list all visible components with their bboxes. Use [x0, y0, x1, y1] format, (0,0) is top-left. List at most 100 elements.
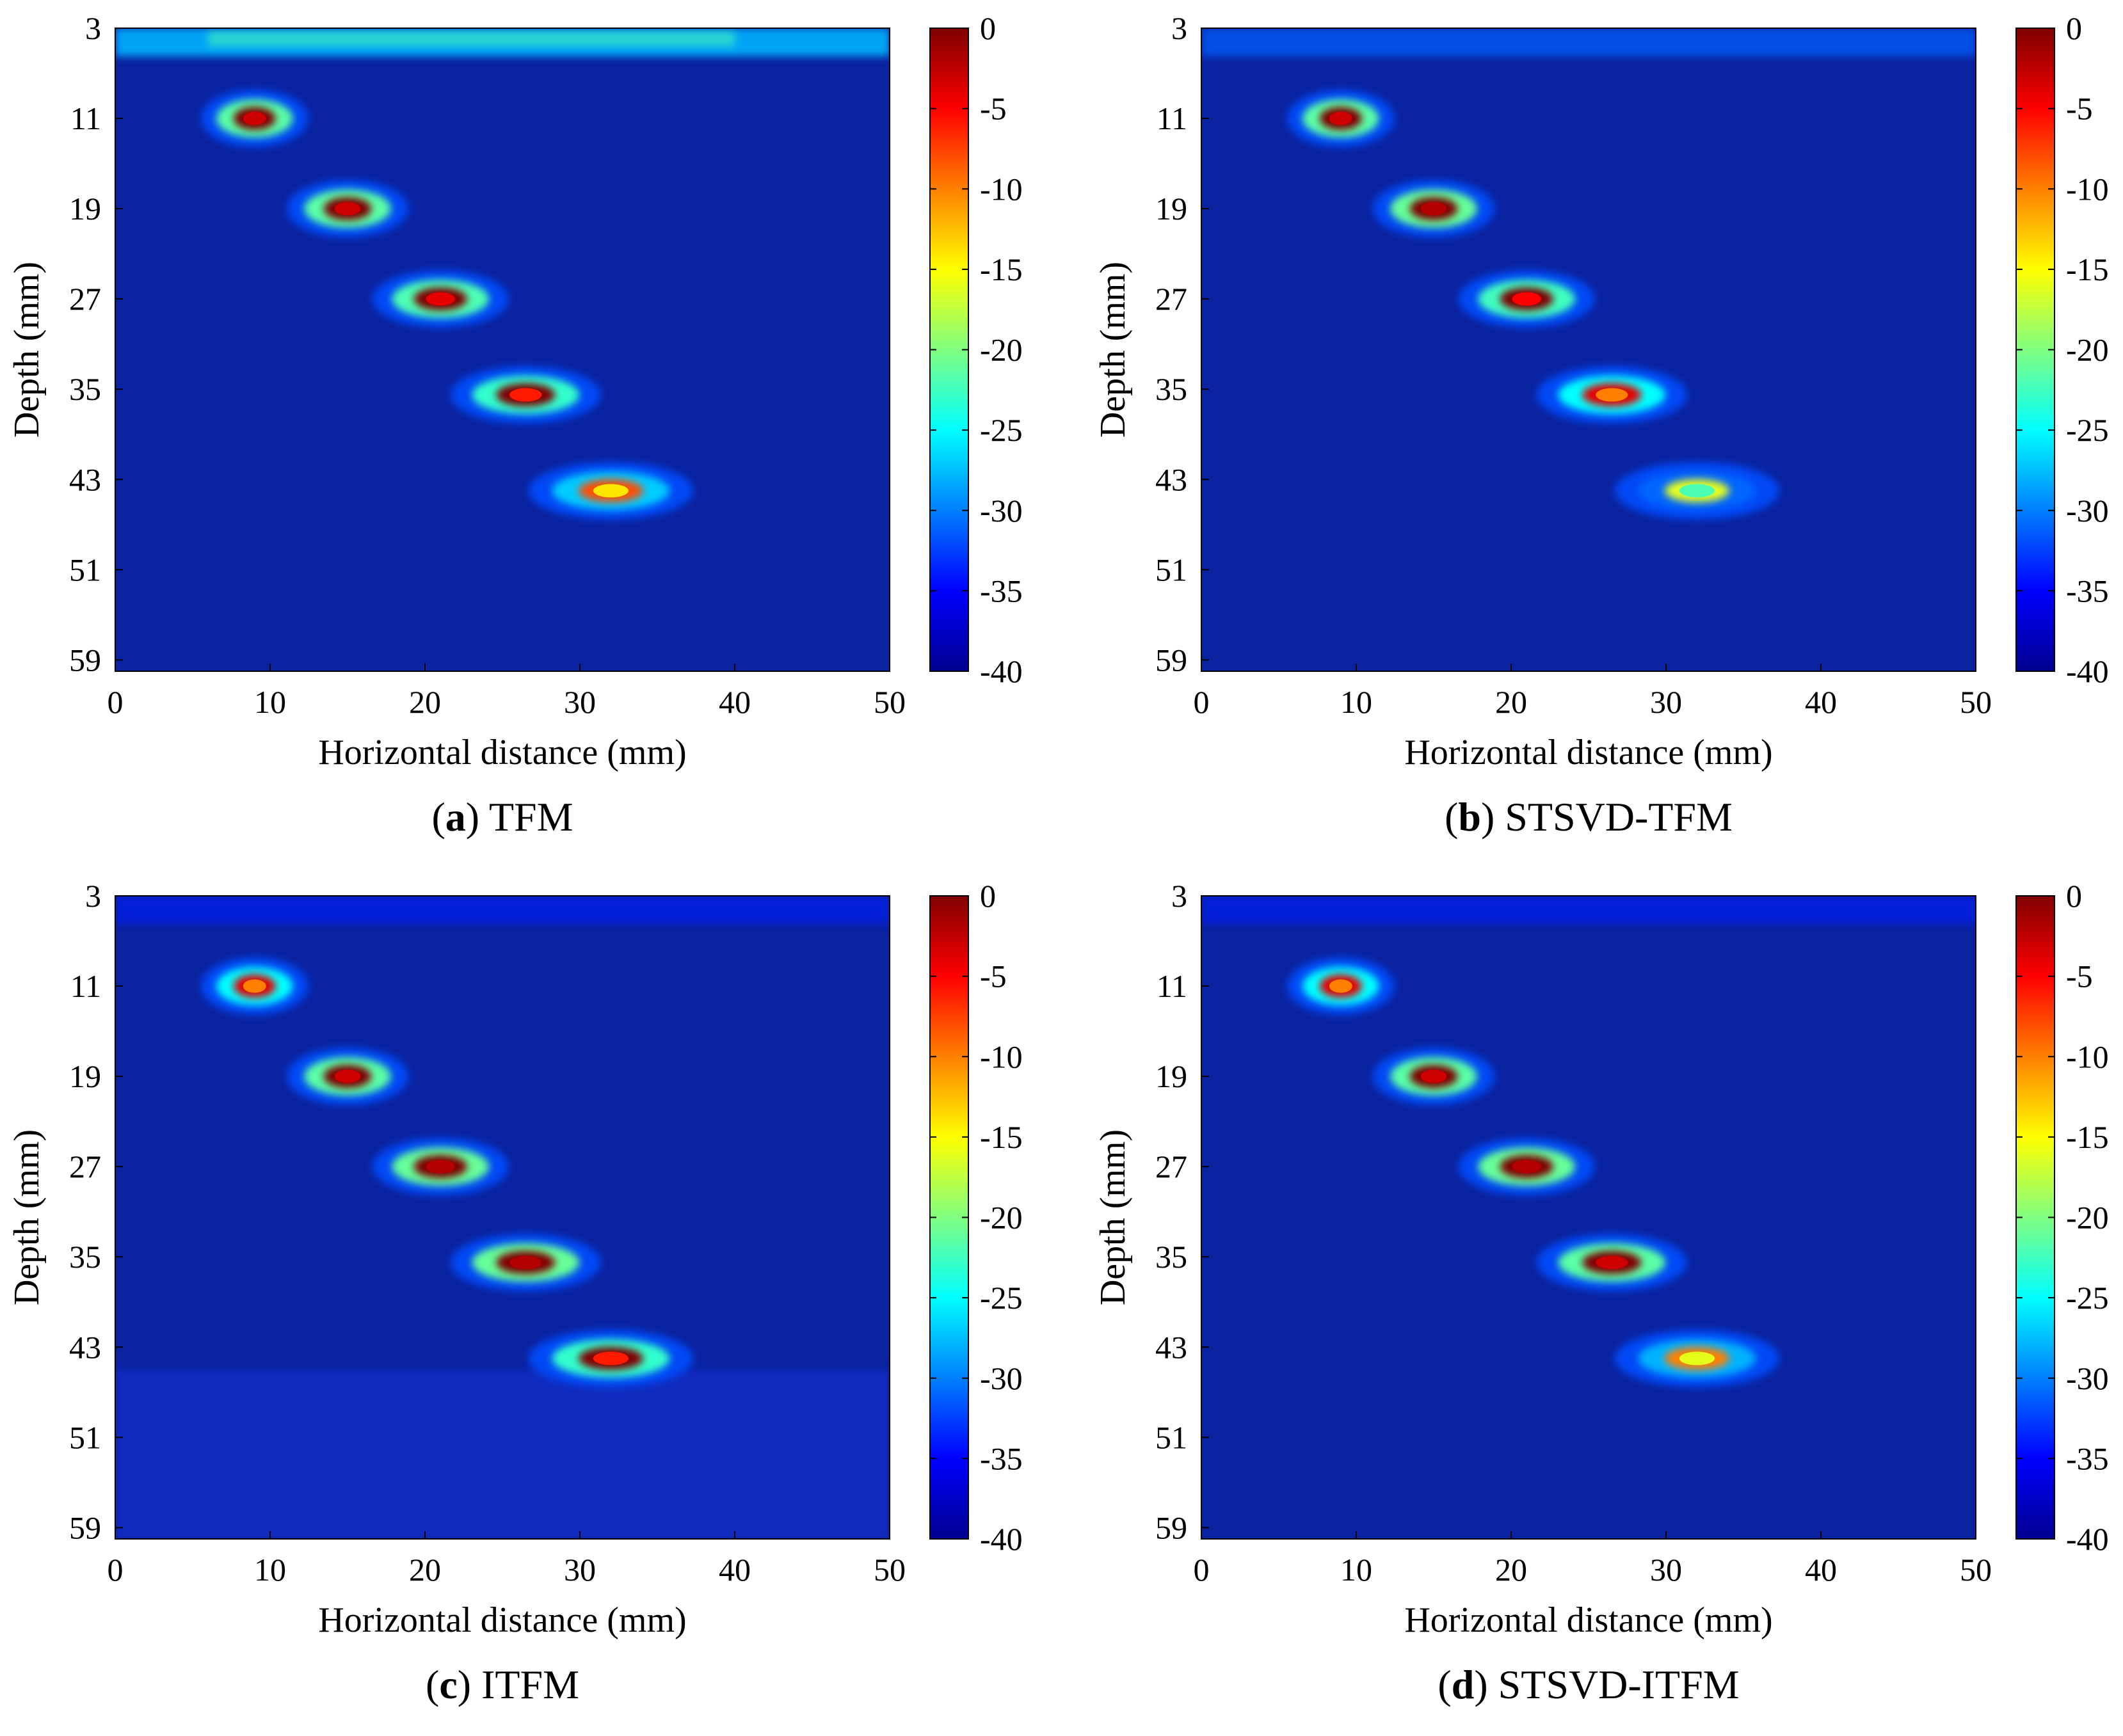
y-tick-label: 59	[69, 642, 101, 678]
y-tick-label: 35	[1155, 371, 1187, 407]
y-tick-label: 51	[69, 1419, 101, 1455]
y-tick-label: 43	[1155, 1329, 1187, 1365]
indication-2	[1372, 1047, 1495, 1106]
y-tick-label: 3	[1171, 10, 1187, 46]
colorbar-tick-label: -20	[980, 1200, 1023, 1236]
y-tick-label: 43	[1155, 461, 1187, 497]
panel-a: 0 10 20 30 40 50 3 11 19 27 35 43 51 59 Horizontal dis…	[7, 10, 1023, 840]
axes-frame	[115, 895, 890, 1540]
panel-caption: (b) STSVD-TFM	[1445, 794, 1733, 840]
colorbar-tick-label: -5	[2066, 959, 2093, 994]
indication-5	[1614, 461, 1780, 520]
colorbar-tick-label: -25	[2066, 412, 2109, 448]
colorbar-tick-label: -20	[2066, 332, 2109, 368]
y-tick-label: 59	[1155, 642, 1187, 678]
panel-caption-label: TFM	[479, 794, 573, 840]
panel-caption-letter: (c)	[426, 1662, 471, 1707]
panel-caption-letter: (b)	[1445, 794, 1494, 840]
indication-5	[1614, 1329, 1780, 1387]
y-tick-label: 43	[69, 461, 101, 497]
y-axis-label: Depth (mm)	[7, 262, 47, 438]
surface-noise-band	[115, 896, 890, 925]
x-tick-label: 40	[719, 684, 751, 720]
x-tick-label: 30	[1650, 1552, 1682, 1588]
panel-caption: (c) ITFM	[426, 1662, 579, 1707]
y-tick-label: 35	[1155, 1239, 1187, 1275]
y-tick-label: 19	[1155, 191, 1187, 227]
x-tick-label: 10	[1340, 1552, 1372, 1588]
colorbar-tick-label: -10	[980, 1039, 1023, 1074]
indication-5	[528, 461, 694, 520]
colorbar-tick-label: -35	[980, 573, 1023, 609]
indication-3	[1458, 270, 1595, 328]
colorbar-tick-label: 0	[2066, 10, 2082, 46]
colorbar-tick-label: -20	[2066, 1200, 2109, 1236]
indication-5	[528, 1329, 694, 1387]
colorbar-tick-label: -30	[2066, 493, 2109, 529]
x-tick-label: 0	[1194, 684, 1210, 720]
indication-3	[372, 270, 509, 328]
y-tick-label: 3	[85, 878, 101, 914]
colorbar-tick-label: -35	[2066, 1440, 2109, 1476]
indication-2	[286, 1047, 409, 1106]
indication-3	[1458, 1138, 1595, 1196]
colorbar-tick-label: -5	[2066, 91, 2093, 127]
colorbar-tick-label: -40	[980, 1521, 1023, 1557]
y-tick-label: 3	[85, 10, 101, 46]
x-axis-label: Horizontal distance (mm)	[1404, 733, 1772, 772]
colorbar-tick-label: -10	[980, 171, 1023, 207]
colorbar-tick-label: -10	[2066, 171, 2109, 207]
colorbar-tick-label: -35	[2066, 573, 2109, 609]
panel-caption-label: STSVD-TFM	[1494, 794, 1733, 840]
colorbar-tick-label: -15	[2066, 251, 2109, 287]
indication-3	[372, 1138, 509, 1196]
y-tick-label: 59	[69, 1509, 101, 1545]
colorbar-tick-label: 0	[980, 10, 996, 46]
x-tick-label: 50	[874, 684, 906, 720]
indication-4	[1536, 1234, 1687, 1292]
surface-noise-band	[1201, 896, 1976, 925]
colorbar-tick-label: 0	[980, 878, 996, 914]
y-tick-label: 51	[1155, 552, 1187, 587]
colorbar-tick-label: -30	[980, 1360, 1023, 1396]
panel-caption: (d) STSVD-ITFM	[1438, 1662, 1739, 1707]
y-axis-label: Depth (mm)	[1093, 1129, 1133, 1305]
x-tick-label: 50	[1960, 1552, 1992, 1588]
surface-noise-band	[1201, 28, 1976, 57]
colorbar-tick-label: -40	[2066, 1521, 2109, 1557]
x-tick-label: 50	[874, 1552, 906, 1588]
y-tick-label: 35	[69, 1239, 101, 1275]
axes-frame	[1201, 895, 1976, 1540]
indication-1	[1286, 957, 1395, 1015]
x-tick-label: 0	[108, 1552, 124, 1588]
y-tick-label: 19	[1155, 1058, 1187, 1094]
colorbar-tick-label: -25	[980, 412, 1023, 448]
indication-4	[450, 1234, 601, 1292]
panel-d: 0 10 20 30 40 50 3 11 19 27 35 43 51 59 Horizontal dis…	[1093, 878, 2109, 1707]
panel-caption-letter: (a)	[431, 794, 479, 840]
colorbar-tick-label: -15	[980, 1119, 1023, 1155]
y-tick-label: 11	[1157, 968, 1187, 1004]
y-tick-label: 27	[1155, 1149, 1187, 1184]
colorbar-tick-label: -10	[2066, 1039, 2109, 1074]
y-tick-label: 19	[69, 1058, 101, 1094]
x-tick-label: 20	[1495, 1552, 1527, 1588]
colorbar-tick-label: -25	[980, 1280, 1023, 1316]
colorbar-tick-label: 0	[2066, 878, 2082, 914]
x-tick-label: 10	[1340, 684, 1372, 720]
x-tick-label: 30	[564, 1552, 596, 1588]
x-tick-label: 30	[1650, 684, 1682, 720]
panel-caption-letter: (d)	[1438, 1662, 1487, 1707]
colorbar-tick-label: -40	[980, 653, 1023, 689]
colorbar-tick-label: -20	[980, 332, 1023, 368]
y-tick-label: 35	[69, 371, 101, 407]
y-tick-label: 27	[69, 1149, 101, 1184]
y-axis-label: Depth (mm)	[1093, 262, 1133, 438]
panel-b: 0 10 20 30 40 50 3 11 19 27 35 43 51 59 Horizontal dis…	[1093, 10, 2109, 840]
colorbar-tick-label: -25	[2066, 1280, 2109, 1316]
x-tick-label: 50	[1960, 684, 1992, 720]
indication-4	[1536, 366, 1687, 424]
y-tick-label: 51	[69, 552, 101, 587]
panel-c: 0 10 20 30 40 50 3 11 19 27 35 43 51 59 Horizontal dis…	[7, 878, 1023, 1707]
